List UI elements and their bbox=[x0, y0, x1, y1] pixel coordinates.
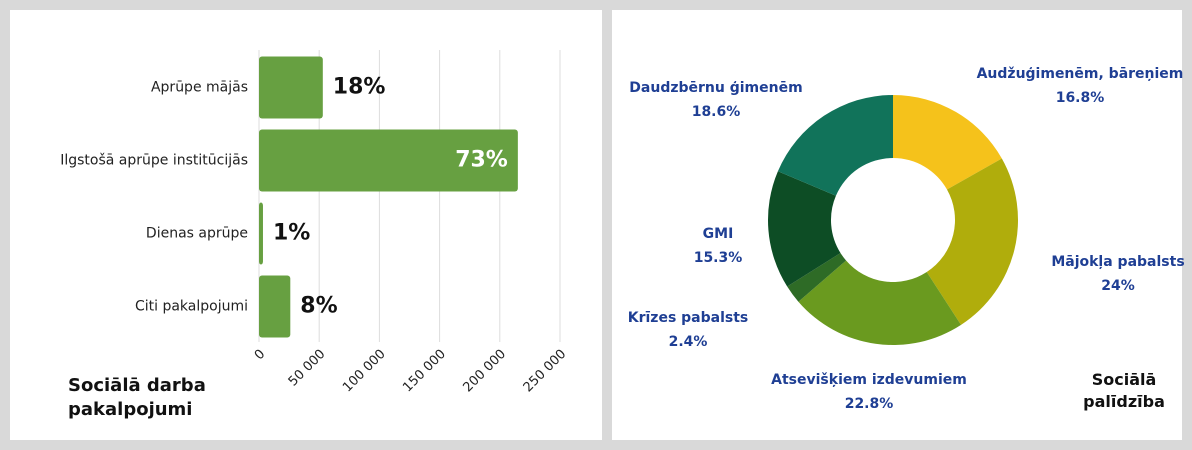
slice-name: Atsevišķiem izdevumiem bbox=[771, 372, 967, 388]
percent-label: 8% bbox=[300, 294, 337, 319]
donut-slice bbox=[787, 253, 847, 302]
slice-name: Audžuģimenēm, bāreņiem bbox=[977, 66, 1184, 82]
donut-slice bbox=[777, 95, 893, 196]
bar bbox=[259, 129, 518, 192]
slice-label: 18.6% bbox=[692, 104, 741, 120]
slice-name: GMI bbox=[703, 226, 734, 242]
chart-title: Sociālā palīdzība bbox=[1083, 370, 1165, 411]
bar bbox=[259, 202, 263, 265]
percent-label: 1% bbox=[273, 221, 310, 246]
donut-slice bbox=[893, 95, 1002, 190]
bar bbox=[259, 275, 291, 338]
slice-name: Daudzbērnu ģimenēm bbox=[629, 80, 802, 96]
category-label: Ilgstošā aprūpe institūcijās bbox=[60, 153, 248, 169]
category-label: Dienas aprūpe bbox=[146, 226, 248, 242]
chart-title: Sociālā darba pakalpojumi bbox=[68, 375, 206, 420]
slice-name: Krīzes pabalsts bbox=[628, 310, 749, 326]
category-label: Citi pakalpojumi bbox=[135, 299, 248, 315]
donut-slice bbox=[926, 158, 1019, 325]
percent-label: 73% bbox=[455, 148, 508, 173]
bar bbox=[259, 56, 323, 119]
category-label: Aprūpe mājās bbox=[151, 80, 248, 96]
slice-name: Mājokļa pabalsts bbox=[1051, 254, 1184, 270]
donut-slice bbox=[768, 171, 841, 287]
donut-slice bbox=[798, 260, 962, 345]
slice-label: 15.3% bbox=[694, 250, 743, 266]
percent-label: 18% bbox=[333, 75, 386, 100]
slice-label: 2.4% bbox=[669, 334, 708, 350]
slice-label: 16.8% bbox=[1056, 90, 1105, 106]
slice-label: 24% bbox=[1101, 278, 1135, 294]
panel bbox=[612, 10, 1182, 440]
slice-label: 22.8% bbox=[845, 396, 894, 412]
